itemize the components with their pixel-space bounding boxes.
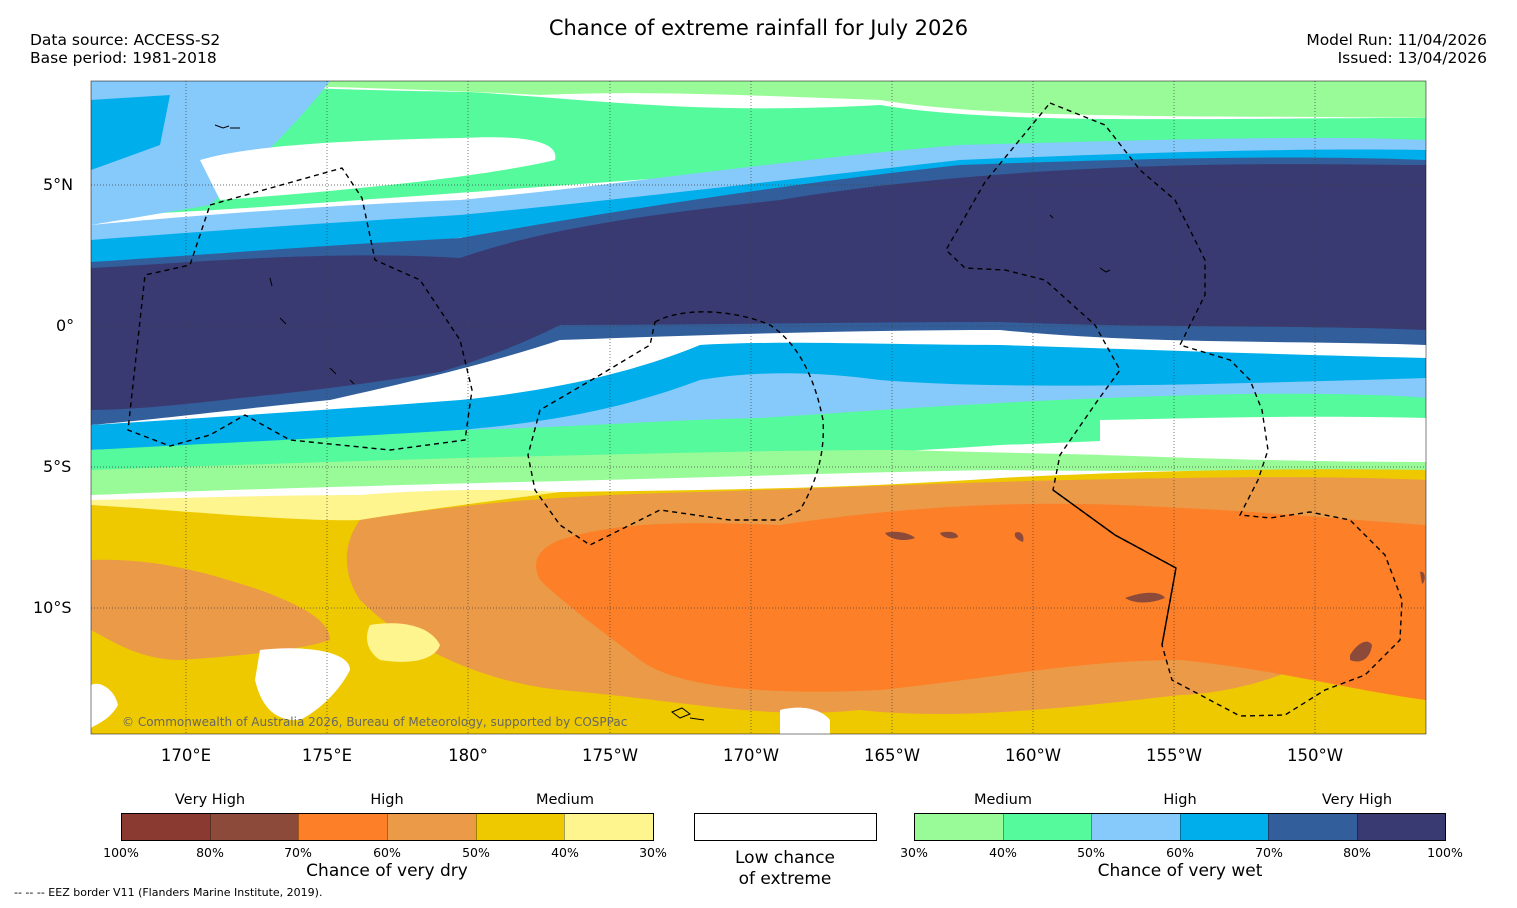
dry-swatch — [298, 814, 388, 840]
wet-swatch — [1356, 814, 1445, 840]
lon-label: 160°W — [1004, 746, 1062, 765]
wet-swatch — [1002, 814, 1091, 840]
dry-swatch — [387, 814, 476, 840]
copyright-notice: © Commonwealth of Australia 2026, Bureau… — [122, 715, 628, 729]
dry-tick: 80% — [196, 845, 224, 860]
wet-tick: 40% — [989, 845, 1017, 860]
dry-category-label: High — [370, 792, 404, 808]
wet-colorbar — [914, 813, 1446, 841]
dry-category-label: Very High — [174, 792, 246, 808]
eez-solid-segment — [1052, 489, 1177, 646]
lon-label: 170°W — [722, 746, 780, 765]
rainfall-field — [91, 81, 1426, 734]
map-title: Chance of extreme rainfall for July 2026 — [548, 16, 969, 40]
neutral-caption: Low chance of extreme — [655, 848, 915, 890]
lon-label: 155°W — [1145, 746, 1203, 765]
meta-left: Data source: ACCESS-S2 Base period: 1981… — [30, 31, 220, 67]
eez-note: -- -- -- EEZ border V11 (Flanders Marine… — [14, 886, 323, 899]
dry-tick: 60% — [373, 845, 401, 860]
wet-tick: 100% — [1427, 845, 1463, 860]
wet-tick: 50% — [1077, 845, 1105, 860]
meta-right: Model Run: 11/04/2026 Issued: 13/04/2026 — [1306, 31, 1487, 67]
neutral-swatch — [694, 813, 877, 841]
dry-swatch — [564, 814, 654, 840]
lat-label: 5°S — [43, 457, 72, 476]
lat-label: 5°N — [43, 175, 74, 194]
map-frame — [90, 80, 1427, 735]
lon-label: 180° — [448, 746, 488, 765]
wet-caption: Chance of very wet — [1097, 861, 1263, 881]
graticule — [91, 81, 1426, 734]
dry-swatch — [475, 814, 565, 840]
lon-label: 170°E — [160, 746, 212, 765]
lat-label: 10°S — [33, 598, 72, 617]
wet-swatch — [1091, 814, 1180, 840]
neutral-caption-line: Low chance — [735, 848, 835, 868]
data-source: Data source: ACCESS-S2 — [30, 31, 221, 49]
wet-category-label: Very High — [1321, 792, 1393, 808]
wet-tick: 70% — [1255, 845, 1283, 860]
eez-borders — [127, 102, 1403, 717]
lon-label: 175°W — [581, 746, 639, 765]
wet-tick: 60% — [1166, 845, 1194, 860]
wet-category-label: Medium — [974, 792, 1032, 808]
wet-swatch — [1268, 814, 1357, 840]
issued-date: Issued: 13/04/2026 — [1337, 49, 1487, 67]
dry-tick: 50% — [462, 845, 490, 860]
neutral-caption-line: of extreme — [738, 869, 832, 889]
dry-swatch — [122, 814, 210, 840]
dry-swatch — [209, 814, 299, 840]
dry-tick: 100% — [103, 845, 139, 860]
base-period: Base period: 1981-2018 — [30, 49, 217, 67]
wet-category-label: High — [1163, 792, 1197, 808]
islands — [214, 124, 1111, 721]
dry-tick: 30% — [639, 845, 667, 860]
lat-label: 0° — [56, 316, 75, 335]
dry-tick: 70% — [284, 845, 312, 860]
lon-label: 175°E — [301, 746, 353, 765]
dry-caption: Chance of very dry — [306, 861, 468, 881]
lon-label: 165°W — [863, 746, 921, 765]
wet-tick: 30% — [900, 845, 928, 860]
wet-swatch — [1179, 814, 1268, 840]
dry-category-label: Medium — [536, 792, 594, 808]
dry-colorbar — [121, 813, 654, 841]
wet-swatch — [915, 814, 1003, 840]
lon-label: 150°W — [1286, 746, 1344, 765]
model-run: Model Run: 11/04/2026 — [1306, 31, 1487, 49]
dry-tick: 40% — [551, 845, 579, 860]
wet-tick: 80% — [1343, 845, 1371, 860]
